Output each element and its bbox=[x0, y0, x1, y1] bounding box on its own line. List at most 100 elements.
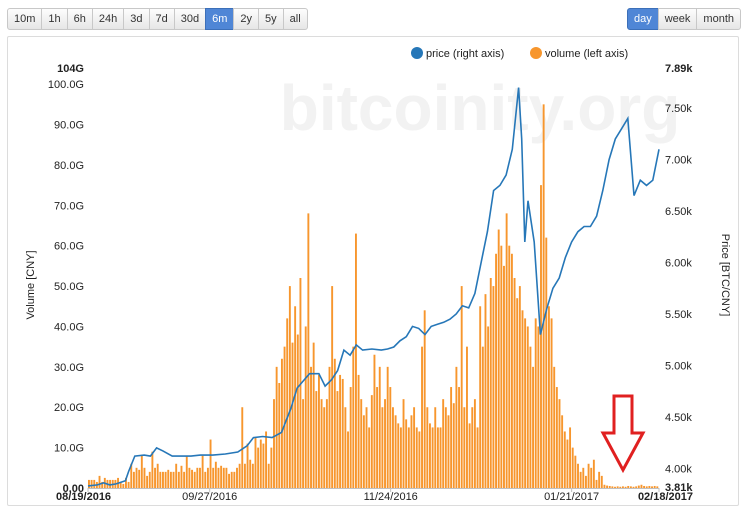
volume-bar bbox=[291, 342, 294, 488]
volume-bar bbox=[466, 346, 468, 488]
watermark-text: bitcoinity.org bbox=[280, 72, 681, 144]
volume-bar bbox=[376, 387, 379, 488]
legend-volume-label: volume (left axis) bbox=[545, 48, 628, 60]
volume-bar bbox=[571, 447, 574, 488]
volume-bar bbox=[592, 459, 595, 488]
left-axis-tick-label: 40.0G bbox=[54, 322, 84, 334]
range-1h-button[interactable]: 1h bbox=[41, 8, 68, 30]
volume-bar bbox=[225, 467, 228, 488]
volume-bar bbox=[130, 463, 133, 488]
volume-bar bbox=[442, 399, 445, 488]
volume-bar bbox=[185, 455, 188, 488]
volume-bar bbox=[632, 486, 635, 488]
volume-bar bbox=[167, 469, 170, 488]
right-axis-tick-label: 5.00k bbox=[665, 361, 692, 373]
range-6h-button[interactable]: 6h bbox=[66, 8, 93, 30]
volume-bar bbox=[582, 467, 585, 488]
volume-bar bbox=[545, 237, 548, 488]
legend-price-swatch bbox=[411, 47, 423, 59]
volume-bar bbox=[402, 399, 405, 488]
legend-item-price[interactable]: price (right axis) bbox=[411, 47, 504, 60]
volume-bar bbox=[651, 486, 653, 488]
volume-bar bbox=[109, 479, 112, 488]
volume-bar bbox=[154, 467, 156, 488]
range-3d-button[interactable]: 3d bbox=[123, 8, 150, 30]
volume-bar bbox=[484, 294, 487, 488]
right-axis-tick-label: 6.50k bbox=[665, 206, 692, 218]
volume-bar bbox=[434, 407, 437, 488]
volume-bar bbox=[127, 481, 130, 488]
volume-bar bbox=[323, 407, 326, 488]
volume-bar bbox=[101, 481, 104, 488]
volume-bar bbox=[606, 485, 609, 488]
left-axis-tick-label: 30.0G bbox=[54, 362, 84, 374]
volume-bar bbox=[439, 427, 442, 488]
volume-bar bbox=[317, 374, 320, 488]
volume-bar bbox=[238, 463, 241, 488]
volume-bar bbox=[259, 439, 262, 488]
volume-bar bbox=[444, 407, 447, 488]
volume-bar bbox=[635, 486, 638, 488]
volume-bar bbox=[228, 473, 231, 488]
left-axis-tick-label: 90.0G bbox=[54, 120, 84, 132]
volume-bar bbox=[267, 463, 270, 488]
volume-bar bbox=[471, 407, 474, 488]
volume-bar bbox=[159, 471, 162, 488]
volume-bar bbox=[151, 451, 154, 488]
volume-bar bbox=[479, 306, 482, 488]
period-month-button[interactable]: month bbox=[696, 8, 741, 30]
volume-bar bbox=[555, 387, 558, 488]
volume-bar bbox=[217, 467, 220, 488]
volume-bar bbox=[352, 346, 355, 488]
left-axis-tick-label: 0.00 bbox=[63, 483, 84, 495]
volume-bar bbox=[188, 467, 191, 488]
volume-bar bbox=[590, 467, 593, 488]
volume-bar bbox=[558, 399, 561, 488]
volume-bar bbox=[220, 465, 223, 488]
volume-bar bbox=[645, 486, 648, 488]
volume-bar bbox=[336, 391, 339, 488]
volume-bar bbox=[492, 286, 495, 488]
volume-bar bbox=[497, 229, 500, 489]
volume-bar bbox=[119, 481, 122, 488]
volume-bar bbox=[283, 346, 286, 488]
volume-bar bbox=[436, 427, 439, 488]
right-axis-tick-label: 7.00k bbox=[665, 155, 692, 167]
range-7d-button[interactable]: 7d bbox=[148, 8, 175, 30]
volume-bar bbox=[177, 471, 180, 488]
volume-bar bbox=[476, 427, 479, 488]
volume-bars bbox=[88, 104, 659, 489]
volume-bar bbox=[280, 358, 283, 488]
legend-item-volume[interactable]: volume (left axis) bbox=[530, 47, 628, 60]
volume-bar bbox=[407, 427, 410, 488]
volume-bar bbox=[344, 407, 347, 488]
volume-bar bbox=[201, 455, 204, 488]
volume-bar bbox=[603, 484, 606, 488]
right-axis: 4.00k 4.50k 5.00k 5.50k 6.00k 6.50k 7.00k 7.50k… bbox=[665, 63, 693, 494]
volume-bar bbox=[513, 278, 516, 488]
volume-bar bbox=[574, 455, 577, 488]
volume-bar bbox=[360, 399, 363, 488]
volume-bar bbox=[460, 286, 463, 488]
volume-bar bbox=[616, 486, 619, 488]
volume-bar bbox=[640, 484, 643, 488]
range-all-button[interactable]: all bbox=[282, 8, 308, 30]
volume-bar bbox=[325, 399, 328, 488]
volume-bar bbox=[214, 461, 217, 488]
volume-bar bbox=[450, 387, 453, 488]
volume-bar bbox=[175, 463, 178, 488]
volume-bar bbox=[405, 419, 408, 488]
right-axis-tick-label: 5.50k bbox=[665, 309, 692, 321]
volume-bar bbox=[624, 486, 627, 488]
volume-bar bbox=[148, 471, 151, 488]
volume-bar bbox=[236, 467, 238, 488]
volume-bar bbox=[569, 427, 572, 488]
volume-bar bbox=[357, 374, 360, 488]
volume-bar bbox=[550, 318, 553, 488]
volume-bar bbox=[349, 387, 352, 488]
volume-bar bbox=[172, 471, 175, 488]
right-axis-tick-label: 4.50k bbox=[665, 412, 692, 424]
period-week-button[interactable]: week bbox=[657, 8, 698, 30]
left-axis-tick-label: 60.0G bbox=[54, 241, 84, 253]
